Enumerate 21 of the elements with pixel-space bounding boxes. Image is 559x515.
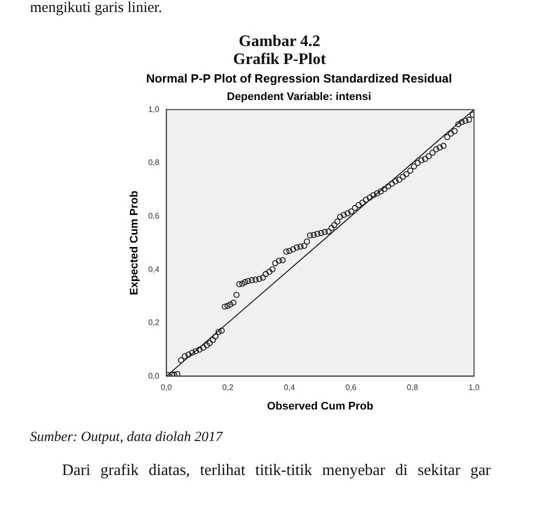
- x-tick-label: 0,6: [345, 383, 358, 392]
- x-tick-label: 0,4: [284, 383, 296, 392]
- text: mengikuti garis linier.: [30, 0, 162, 17]
- y-tick-label: 0,2: [148, 318, 160, 328]
- text: Gambar 4.2: [238, 33, 322, 51]
- text: Dari grafik diatas, terlihat titik-titik menyebar di sekitar gar: [62, 462, 491, 480]
- y-tick-label: 0,6: [148, 211, 160, 220]
- y-axis-title: Expected Cum Prob: [128, 190, 141, 296]
- y-tick-label: 0,8: [148, 158, 160, 168]
- y-tick-label: 1,0: [148, 104, 160, 114]
- chart-title: Normal P-P Plot of Regression Standardized Residual: [146, 72, 452, 86]
- x-axis-title: Observed Cum Prob: [266, 400, 374, 412]
- text: Grafik P-Plot: [232, 51, 327, 69]
- text: Sumber: Output, data diolah 2017: [30, 430, 222, 446]
- x-tick-label: 0,0: [160, 383, 172, 392]
- y-tick-label: 0,4: [148, 264, 160, 274]
- x-tick-label: 1,0: [468, 383, 480, 392]
- x-tick-label: 0,2: [222, 383, 234, 392]
- y-tick-label: 0,0: [148, 371, 160, 380]
- x-tick-label: 0,8: [406, 383, 419, 392]
- chart-subtitle: Dependent Variable: intensi: [226, 91, 372, 104]
